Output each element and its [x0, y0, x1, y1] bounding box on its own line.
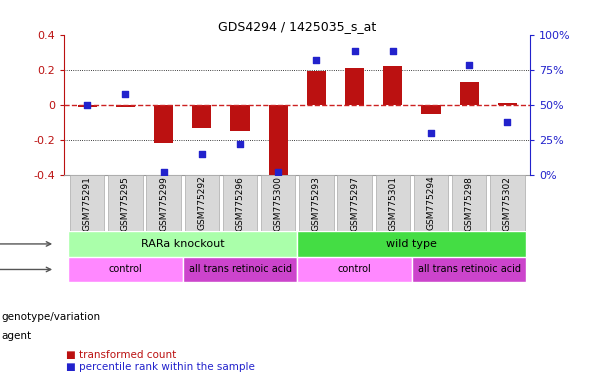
- Bar: [78, 105, 97, 106]
- Text: wild type: wild type: [386, 239, 437, 249]
- Point: [197, 151, 207, 157]
- Text: GSM775291: GSM775291: [83, 175, 92, 230]
- Text: control: control: [338, 265, 371, 275]
- Bar: [192, 105, 211, 127]
- Text: GSM775302: GSM775302: [503, 175, 512, 230]
- FancyBboxPatch shape: [490, 175, 525, 231]
- Text: GSM775301: GSM775301: [388, 175, 397, 230]
- Title: GDS4294 / 1425035_s_at: GDS4294 / 1425035_s_at: [218, 20, 376, 33]
- Point: [235, 141, 245, 147]
- FancyBboxPatch shape: [183, 257, 297, 282]
- FancyBboxPatch shape: [147, 175, 181, 231]
- Text: GSM775298: GSM775298: [465, 175, 474, 230]
- Point: [503, 119, 512, 125]
- Point: [311, 57, 321, 63]
- Point: [82, 102, 92, 108]
- FancyBboxPatch shape: [261, 175, 295, 231]
- FancyBboxPatch shape: [299, 175, 333, 231]
- Bar: [383, 66, 402, 105]
- Bar: [307, 71, 326, 105]
- Bar: [498, 103, 517, 105]
- Point: [121, 91, 131, 97]
- FancyBboxPatch shape: [297, 231, 527, 257]
- FancyBboxPatch shape: [185, 175, 219, 231]
- Bar: [154, 105, 173, 143]
- Text: ■ transformed count: ■ transformed count: [66, 350, 177, 360]
- Text: all trans retinoic acid: all trans retinoic acid: [189, 265, 292, 275]
- Bar: [460, 82, 479, 105]
- Text: GSM775299: GSM775299: [159, 175, 168, 230]
- FancyBboxPatch shape: [70, 175, 104, 231]
- Bar: [421, 105, 441, 114]
- Text: agent: agent: [1, 331, 31, 341]
- FancyBboxPatch shape: [68, 257, 183, 282]
- FancyBboxPatch shape: [68, 231, 297, 257]
- Bar: [230, 105, 249, 131]
- Text: GSM775300: GSM775300: [274, 175, 283, 230]
- FancyBboxPatch shape: [452, 175, 486, 231]
- Bar: [345, 68, 364, 105]
- Point: [464, 62, 474, 68]
- FancyBboxPatch shape: [223, 175, 257, 231]
- FancyBboxPatch shape: [376, 175, 410, 231]
- Text: RARa knockout: RARa knockout: [141, 239, 224, 249]
- Text: GSM775296: GSM775296: [235, 175, 245, 230]
- Point: [426, 130, 436, 136]
- Text: GSM775293: GSM775293: [312, 175, 321, 230]
- Text: control: control: [109, 265, 142, 275]
- Bar: [116, 105, 135, 106]
- FancyBboxPatch shape: [109, 175, 143, 231]
- Point: [349, 48, 359, 55]
- Text: all trans retinoic acid: all trans retinoic acid: [417, 265, 520, 275]
- Bar: [268, 105, 287, 175]
- Text: GSM775295: GSM775295: [121, 175, 130, 230]
- Point: [273, 169, 283, 175]
- FancyBboxPatch shape: [414, 175, 448, 231]
- FancyBboxPatch shape: [337, 175, 371, 231]
- Point: [388, 48, 398, 55]
- Text: GSM775297: GSM775297: [350, 175, 359, 230]
- FancyBboxPatch shape: [297, 257, 412, 282]
- Text: ■ percentile rank within the sample: ■ percentile rank within the sample: [66, 362, 255, 372]
- Text: GSM775292: GSM775292: [197, 176, 207, 230]
- Point: [159, 169, 169, 175]
- FancyBboxPatch shape: [412, 257, 527, 282]
- Text: GSM775294: GSM775294: [427, 176, 435, 230]
- Text: genotype/variation: genotype/variation: [1, 312, 101, 322]
